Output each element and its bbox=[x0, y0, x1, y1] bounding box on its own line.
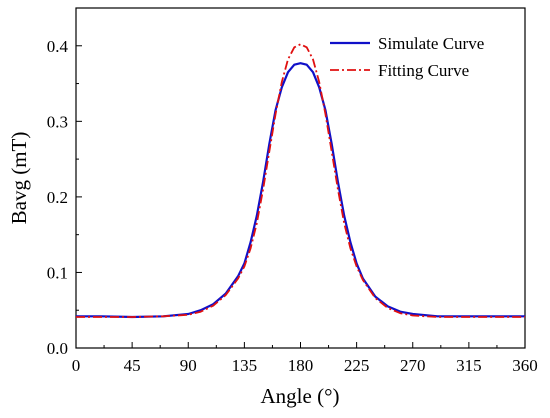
x-axis-title: Angle (°) bbox=[261, 384, 340, 408]
x-tick-label: 90 bbox=[180, 356, 197, 375]
x-tick-label: 45 bbox=[124, 356, 141, 375]
plot-area bbox=[75, 7, 526, 349]
y-tick-label: 0.2 bbox=[47, 188, 68, 207]
axis-ticks: 0 45 90 135 180 225 270 315 360 0.0 0.1 0.2 0.3 0.4 bbox=[47, 37, 538, 375]
series-line-fitting bbox=[76, 43, 525, 318]
plot-frame bbox=[75, 7, 526, 349]
x-tick-label: 0 bbox=[72, 356, 81, 375]
x-tick-label: 135 bbox=[232, 356, 258, 375]
legend-label-simulate: Simulate Curve bbox=[378, 34, 484, 53]
y-tick-label: 0.3 bbox=[47, 112, 68, 131]
x-tick-label: 315 bbox=[456, 356, 482, 375]
x-tick-label: 360 bbox=[512, 356, 538, 375]
y-tick-label: 0.4 bbox=[47, 37, 69, 56]
y-tick-label: 0.1 bbox=[47, 263, 68, 282]
x-tick-label: 225 bbox=[344, 356, 370, 375]
legend: Simulate Curve Fitting Curve bbox=[330, 34, 484, 80]
x-tick-label: 180 bbox=[288, 356, 314, 375]
series-line-simulate bbox=[76, 62, 525, 319]
y-axis-title: Bavg (mT) bbox=[7, 132, 31, 225]
x-tick-label: 270 bbox=[400, 356, 426, 375]
series-layer bbox=[76, 43, 525, 319]
legend-label-fitting: Fitting Curve bbox=[378, 61, 469, 80]
y-tick-label: 0.0 bbox=[47, 339, 68, 358]
